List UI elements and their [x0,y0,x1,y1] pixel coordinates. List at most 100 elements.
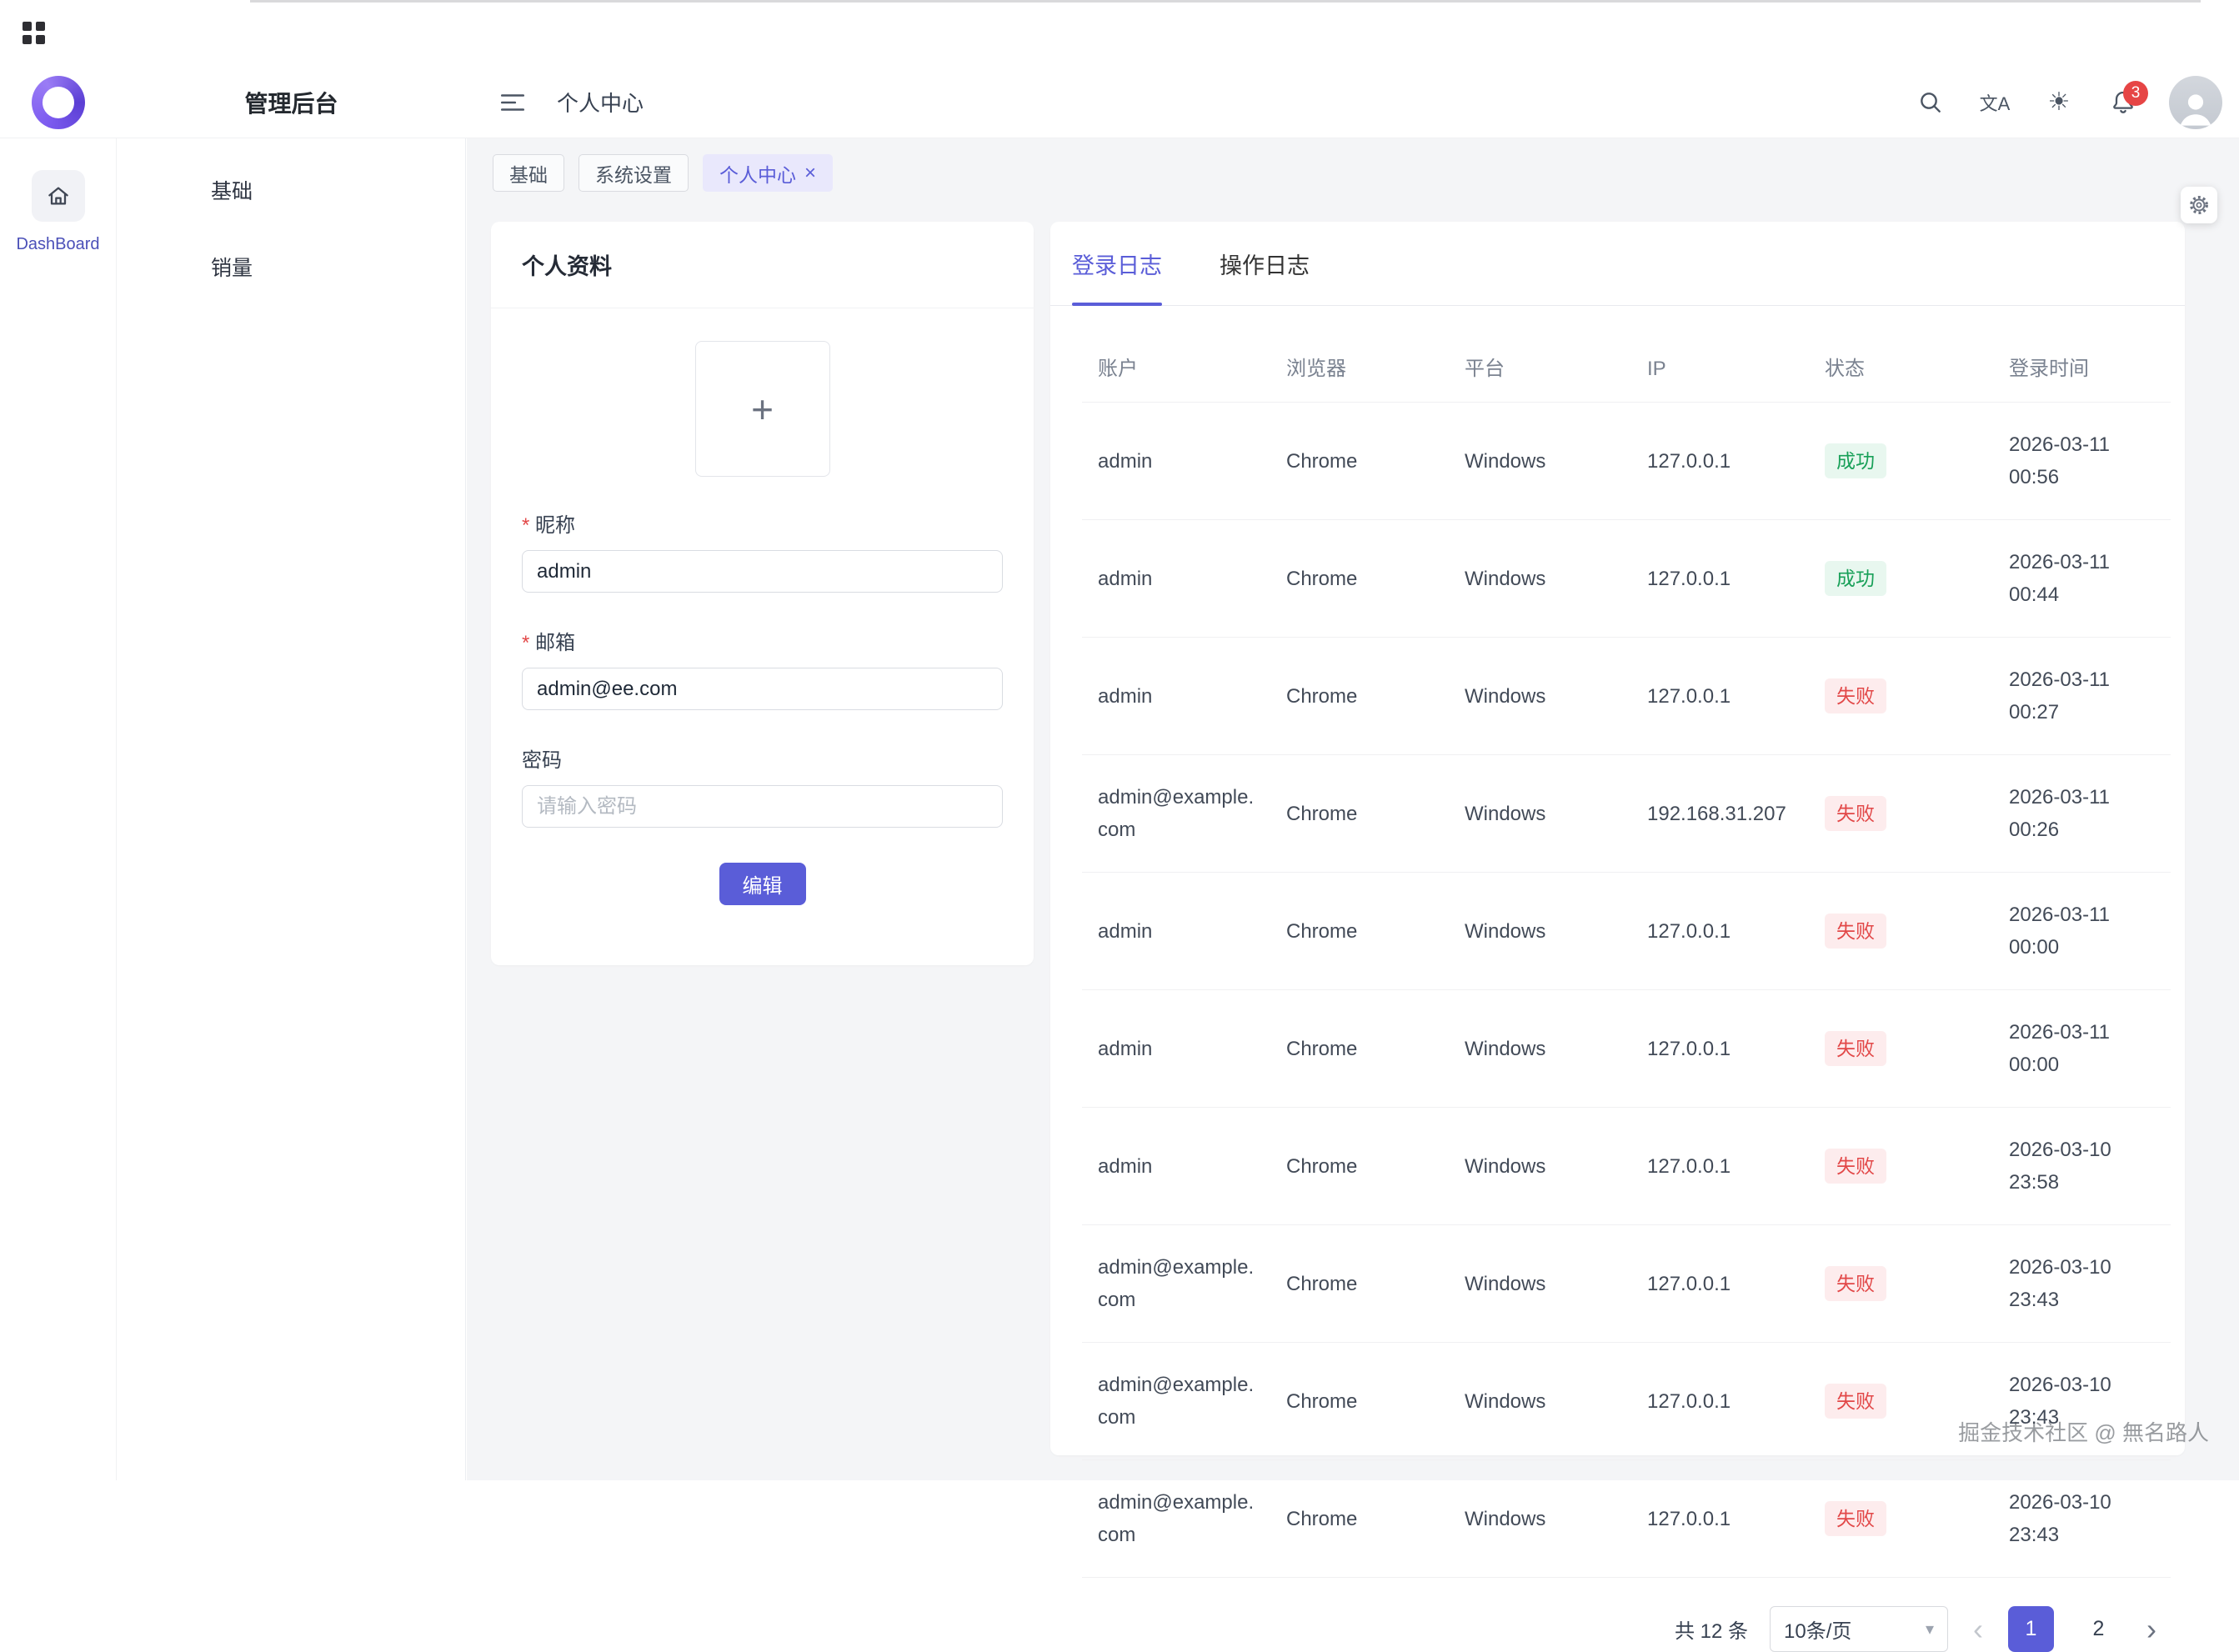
cell-status: 失败 [1809,1005,1993,1092]
user-avatar[interactable] [2169,76,2222,129]
cell-browser: Chrome [1270,1124,1449,1209]
tab-login-log[interactable]: 登录日志 [1072,222,1162,305]
cell-browser: Chrome [1270,889,1449,974]
table-row: admin Chrome Windows 127.0.0.1 成功 2026-0… [1082,403,2171,520]
avatar-upload-box[interactable]: + [695,341,830,477]
cell-status: 失败 [1809,653,1993,739]
sun-icon: ☀ [2048,90,2071,115]
email-label: 邮箱 [522,626,1003,655]
notifications-button[interactable]: 3 [2105,84,2141,121]
search-button[interactable] [1912,84,1949,121]
chip-label: 系统设置 [595,159,672,188]
person-icon [2174,86,2217,129]
language-switch-button[interactable]: 文A [1976,84,2013,121]
apps-grid-icon[interactable] [23,22,45,44]
cell-ip: 127.0.0.1 [1631,1124,1809,1209]
chevron-down-icon: ▾ [1926,1619,1934,1639]
left-rail: DashBoard [0,138,117,1480]
cell-browser: Chrome [1270,419,1449,503]
column-header-time: 登录时间 [1993,339,2171,402]
tab-chips: 基础 系统设置 个人中心 × [493,154,833,192]
close-icon[interactable]: × [804,163,816,183]
cell-time: 2026-03-11 00:44 [1993,520,2171,637]
cell-platform: Windows [1449,772,1631,856]
page-button-2[interactable]: 2 [2076,1606,2121,1652]
table-row: admin Chrome Windows 127.0.0.1 失败 2026-0… [1082,873,2171,990]
sidebar-item-label: 基础 [211,175,253,205]
cell-status: 失败 [1809,770,1993,857]
cell-platform: Windows [1449,654,1631,738]
status-badge: 失败 [1825,796,1886,831]
table-row: admin Chrome Windows 127.0.0.1 成功 2026-0… [1082,520,2171,638]
next-page-button[interactable]: › [2143,1614,2160,1644]
cell-time: 2026-03-11 00:00 [1993,873,2171,989]
table-row: admin Chrome Windows 127.0.0.1 失败 2026-0… [1082,990,2171,1108]
translate-icon: 文A [1980,89,2011,116]
preferences-button[interactable] [2181,187,2217,223]
email-input[interactable] [522,668,1003,710]
password-input[interactable] [522,785,1003,828]
table-row: admin@example.com Chrome Windows 127.0.0… [1082,1343,2171,1460]
sidebar: 基础 销量 [118,138,466,1480]
sidebar-collapse-button[interactable] [496,86,529,119]
cell-ip: 127.0.0.1 [1631,419,1809,503]
profile-card-title: 个人资料 [491,222,1034,308]
breadcrumb: 个人中心 [557,66,644,138]
app-logo [32,76,85,129]
status-badge: 失败 [1825,1149,1886,1184]
cell-account: admin@example.com [1082,1225,1270,1342]
cell-browser: Chrome [1270,1007,1449,1091]
cell-account: admin@example.com [1082,755,1270,872]
chip-basic[interactable]: 基础 [493,154,564,192]
status-badge: 失败 [1825,1384,1886,1419]
status-badge: 失败 [1825,678,1886,713]
status-badge: 失败 [1825,914,1886,949]
header-actions: 文A ☀ 3 [1912,66,2222,138]
tab-label: 登录日志 [1072,248,1162,280]
login-log-table: 账户 浏览器 平台 IP 状态 登录时间 admin Chrome Window… [1082,339,2171,1578]
nickname-field-group: 昵称 [522,508,1003,593]
sidebar-item-sales[interactable]: 销量 [118,235,465,298]
window-edge-line [250,0,2201,3]
cell-account: admin@example.com [1082,1460,1270,1577]
page-size-select[interactable]: 10条/页 ▾ [1770,1606,1948,1652]
sidebar-item-basic[interactable]: 基础 [118,158,465,222]
cell-ip: 127.0.0.1 [1631,1242,1809,1326]
password-label: 密码 [522,743,1003,773]
cell-account: admin [1082,1007,1270,1091]
tab-operation-log[interactable]: 操作日志 [1220,222,1310,305]
cell-ip: 127.0.0.1 [1631,537,1809,621]
prev-page-button[interactable]: ‹ [1970,1614,1986,1644]
notification-count-badge: 3 [2123,81,2148,106]
cell-platform: Windows [1449,537,1631,621]
cell-account: admin [1082,537,1270,621]
cell-account: admin [1082,1124,1270,1209]
cell-status: 失败 [1809,1123,1993,1209]
page-button-1[interactable]: 1 [2008,1606,2054,1652]
table-row: admin@example.com Chrome Windows 192.168… [1082,755,2171,873]
edit-button[interactable]: 编辑 [719,863,806,905]
rail-item-label: DashBoard [16,235,99,254]
cell-time: 2026-03-11 00:00 [1993,990,2171,1107]
column-header-account: 账户 [1082,339,1270,402]
cell-platform: Windows [1449,1477,1631,1561]
status-badge: 成功 [1825,443,1886,478]
cell-status: 失败 [1809,1475,1993,1562]
theme-toggle-button[interactable]: ☀ [2041,84,2077,121]
total-count: 共 12 条 [1675,1614,1748,1644]
rail-item-dashboard[interactable]: DashBoard [0,170,116,254]
password-field-group: 密码 [522,743,1003,828]
nickname-input[interactable] [522,550,1003,593]
cell-status: 失败 [1809,888,1993,974]
header: 管理后台 个人中心 文A ☀ [0,66,2239,138]
cell-status: 失败 [1809,1240,1993,1327]
cell-account: admin [1082,889,1270,974]
chip-profile-center[interactable]: 个人中心 × [703,154,833,192]
cell-browser: Chrome [1270,772,1449,856]
cell-browser: Chrome [1270,1477,1449,1561]
sidebar-item-label: 销量 [211,252,253,282]
table-row: admin Chrome Windows 127.0.0.1 失败 2026-0… [1082,638,2171,755]
chip-system-settings[interactable]: 系统设置 [579,154,689,192]
column-header-browser: 浏览器 [1270,339,1449,402]
rail-icon-box [32,170,85,222]
